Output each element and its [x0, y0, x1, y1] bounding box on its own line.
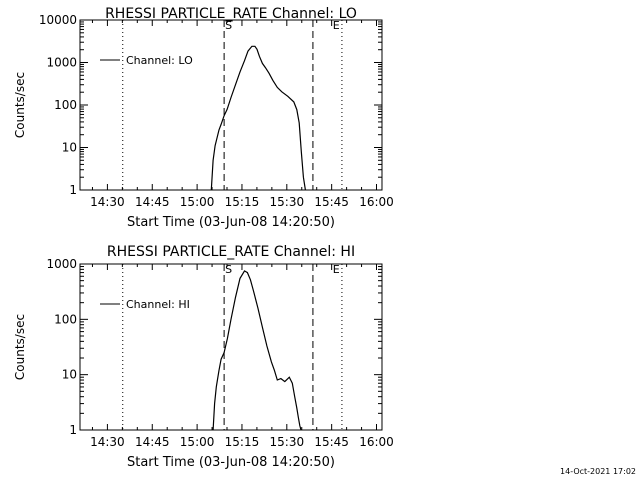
x-tick-label: 15:30 — [270, 435, 305, 449]
x-tick-label: 14:45 — [135, 195, 170, 209]
chart-title: RHESSI PARTICLE_RATE Channel: LO — [105, 6, 357, 22]
plot-timestamp: 14-Oct-2021 17:02 — [560, 467, 636, 476]
legend-label: Channel: LO — [126, 54, 193, 67]
lo-channel-panel: RHESSI PARTICLE_RATE Channel: LO Start Ti… — [13, 6, 394, 230]
y-axis-label: Counts/sec — [13, 314, 27, 380]
series-line-channel-lo — [210, 45, 306, 191]
chart-title: RHESSI PARTICLE_RATE Channel: HI — [107, 244, 355, 260]
y-tick-label: 10 — [62, 141, 77, 155]
y-axis-label: Counts/sec — [13, 72, 27, 138]
y-tick-label: 100 — [54, 312, 77, 326]
y-tick-label: 1 — [69, 423, 77, 437]
x-tick-label: 14:30 — [90, 195, 125, 209]
x-tick-label: 16:00 — [359, 195, 394, 209]
event-label: E — [333, 263, 340, 276]
x-axis-label: Start Time (03-Jun-08 14:20:50) — [127, 455, 335, 470]
y-tick-label: 100 — [54, 98, 77, 112]
x-tick-label: 15:15 — [225, 195, 260, 209]
x-tick-label: 16:00 — [359, 435, 394, 449]
x-tick-label: 15:45 — [314, 435, 349, 449]
plot-frame — [79, 263, 383, 431]
y-tick-label: 1000 — [46, 257, 77, 271]
y-tick-label: 1000 — [46, 56, 77, 70]
event-label: S — [225, 263, 232, 276]
plot-frame — [79, 19, 383, 191]
legend-label: Channel: HI — [126, 298, 190, 311]
series-line-channel-hi — [212, 270, 302, 431]
event-label: S — [225, 19, 232, 32]
x-axis-label: Start Time (03-Jun-08 14:20:50) — [127, 215, 335, 230]
y-tick-label: 1 — [69, 183, 77, 197]
x-tick-label: 15:30 — [270, 195, 305, 209]
x-tick-label: 15:45 — [314, 195, 349, 209]
hi-channel-panel: RHESSI PARTICLE_RATE Channel: HI Start Ti… — [13, 244, 394, 470]
y-tick-label: 10 — [62, 368, 77, 382]
y-tick-label: 10000 — [39, 13, 77, 27]
event-label: E — [333, 19, 340, 32]
x-tick-label: 15:00 — [180, 195, 215, 209]
x-tick-label: 15:00 — [180, 435, 215, 449]
x-tick-label: 15:15 — [225, 435, 260, 449]
x-tick-label: 14:45 — [135, 435, 170, 449]
x-tick-label: 14:30 — [90, 435, 125, 449]
